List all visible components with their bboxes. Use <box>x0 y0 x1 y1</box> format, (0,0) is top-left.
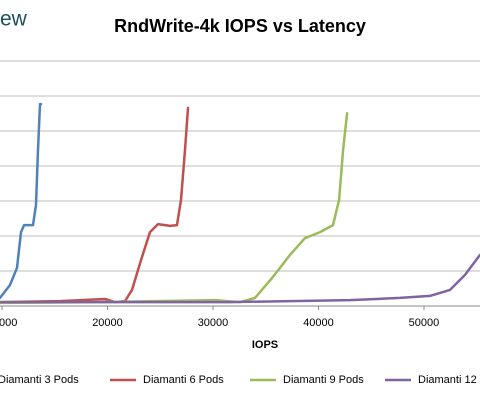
series-line <box>0 111 349 305</box>
legend-label: Diamanti 3 Pods <box>0 374 79 386</box>
legend-label: Diamanti 9 Pods <box>283 374 364 386</box>
x-axis-label: IOPS <box>252 339 278 351</box>
legend-label: Diamanti 6 Pods <box>143 374 224 386</box>
x-tick-label: 50000 <box>409 317 440 329</box>
legend-label: Diamanti 12 Pods <box>418 374 480 386</box>
series-line <box>0 102 43 300</box>
x-tick-label: 10000 <box>0 317 17 329</box>
chart-title: RndWrite-4k IOPS vs Latency <box>114 16 366 36</box>
logo-text: ew <box>0 8 28 31</box>
series-line <box>0 253 480 304</box>
plot-area <box>0 60 480 307</box>
series-line <box>0 106 190 304</box>
x-tick-label: 20000 <box>92 317 123 329</box>
x-tick-label: 40000 <box>303 317 334 329</box>
x-tick-label: 30000 <box>198 317 229 329</box>
